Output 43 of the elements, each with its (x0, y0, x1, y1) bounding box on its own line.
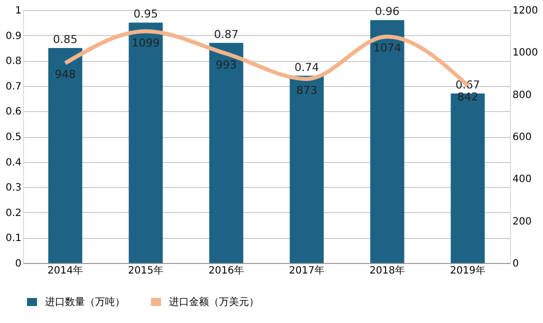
x-tick-label: 2014年 (48, 264, 83, 276)
data-label: 0.95 (134, 8, 158, 21)
bar (48, 48, 82, 263)
y-tick-label: 0.4 (6, 157, 22, 168)
data-label: 1099 (132, 36, 160, 50)
data-label: 0.87 (214, 28, 238, 41)
data-label: 1074 (373, 42, 402, 55)
bar (450, 93, 485, 263)
y-tick-label: 0.3 (6, 182, 22, 194)
y-tick-label: 0 (15, 258, 22, 270)
x-tick-label: 2016年 (208, 264, 244, 276)
y2-tick-label: 200 (512, 216, 532, 228)
y2-tick-label: 1200 (512, 6, 538, 16)
bar (370, 20, 404, 263)
y2-tick-label: 400 (512, 174, 532, 186)
x-tick-label: 2019年 (450, 264, 486, 276)
y2-tick-label: 600 (512, 132, 532, 143)
data-label: 873 (296, 84, 318, 97)
data-label: 993 (216, 58, 237, 72)
data-label: 0.85 (53, 32, 78, 46)
bar (290, 76, 324, 263)
y-tick-label: 0.9 (6, 30, 22, 42)
y-tick-label: 0.5 (6, 132, 22, 143)
y-tick-label: 0.6 (6, 106, 22, 118)
y-tick-label: 0.2 (6, 208, 22, 219)
y2-tick-label: 0 (512, 258, 519, 270)
y-tick-label: 1 (15, 6, 22, 16)
data-label: 842 (457, 90, 478, 104)
legend-label: 进口数量（万吨） (45, 296, 125, 308)
data-label: 0.74 (294, 60, 319, 74)
legend-label: 进口金额（万美元） (169, 296, 259, 308)
y2-tick-label: 1000 (512, 48, 538, 59)
y-tick-label: 0.1 (6, 233, 22, 244)
y-tick-label: 0.7 (6, 81, 22, 92)
bar (209, 42, 244, 263)
x-tick-label: 2015年 (128, 264, 164, 276)
data-label: 0.96 (374, 5, 400, 18)
x-tick-label: 2017年 (289, 264, 324, 276)
y2-tick-label: 800 (512, 90, 532, 101)
x-tick-label: 2018年 (370, 264, 405, 276)
bar (128, 22, 163, 263)
y-tick-label: 0.8 (6, 56, 22, 68)
data-label: 948 (54, 68, 76, 82)
